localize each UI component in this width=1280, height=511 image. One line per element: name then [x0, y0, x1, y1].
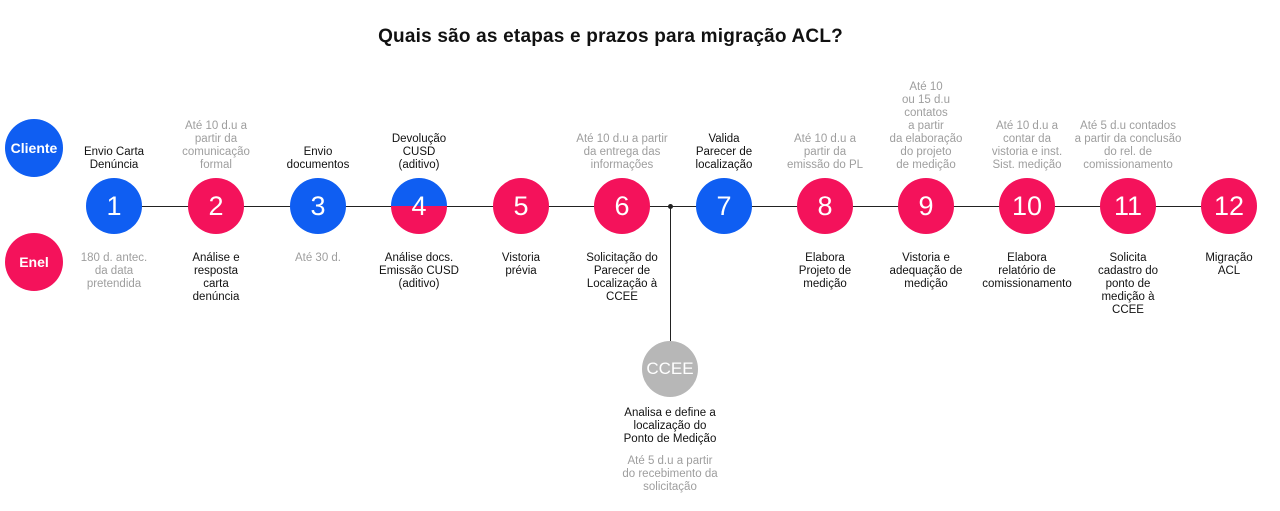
step-9-circle: 9 — [898, 178, 954, 234]
step-10-number: 10 — [1011, 190, 1043, 221]
step-7-circle: 7 — [696, 178, 752, 234]
step-9-bottom-text: Vistoria e adequação de medição — [889, 252, 963, 290]
ccee-label: CCEE — [646, 359, 694, 378]
step-9-top-text: Até 10 ou 15 d.u contatos a partir da el… — [889, 81, 963, 171]
step-1-number: 1 — [106, 190, 122, 221]
step-6-number: 6 — [614, 190, 630, 221]
step-4-top-text: Devolução CUSD (aditivo) — [391, 133, 447, 171]
ccee-deadline-text: Até 5 d.u a partir do recebimento da sol… — [622, 455, 718, 493]
step-12-circle: 12 — [1201, 178, 1257, 234]
step-10-bottom-text: Elabora relatório de comissionamento — [982, 252, 1072, 290]
step-8-top-text: Até 10 d.u a partir da emissão do PL — [786, 133, 864, 171]
step-8-bottom-text: Elabora Projeto de medição — [798, 252, 852, 290]
step-2-number: 2 — [208, 190, 224, 221]
step-6-top-text: Até 10 d.u a partir da entrega das infor… — [576, 133, 668, 171]
step-11-number: 11 — [1113, 190, 1143, 221]
step-8-circle: 8 — [797, 178, 853, 234]
step-12-bottom-text: Migração ACL — [1205, 252, 1253, 277]
step-8-number: 8 — [817, 190, 833, 221]
step-3-top-text: Envio documentos — [286, 146, 350, 171]
role-badge-enel: Enel — [5, 233, 63, 291]
step-9-number: 9 — [918, 190, 934, 221]
step-3-circle: 3 — [290, 178, 346, 234]
step-4-client-half — [391, 178, 447, 206]
step-7-number: 7 — [716, 190, 732, 221]
page-title: Quais são as etapas e prazos para migraç… — [378, 26, 843, 47]
step-1-bottom-text: 180 d. antec. da data pretendida — [80, 252, 148, 290]
step-11-bottom-text: Solicita cadastro do ponto de medição à … — [1097, 252, 1159, 316]
step-10-top-text: Até 10 d.u a contar da vistoria e inst. … — [991, 120, 1063, 171]
ccee-branch-line — [670, 206, 671, 341]
step-5-circle: 5 — [493, 178, 549, 234]
timeline-line — [100, 206, 1225, 207]
step-4-circle: 4 — [391, 178, 447, 234]
ccee-action-text: Analisa e define a localização do Ponto … — [623, 407, 717, 445]
step-12-number: 12 — [1213, 190, 1245, 221]
step-5-number: 5 — [513, 190, 529, 221]
step-4-number: 4 — [411, 190, 427, 221]
step-2-top-text: Até 10 d.u a partir da comunicação forma… — [182, 120, 250, 171]
step-4-enel-half — [391, 206, 447, 234]
role-badge-cliente: Cliente — [5, 119, 63, 177]
step-6-bottom-text: Solicitação do Parecer de Localização à … — [586, 252, 658, 303]
ccee-circle: CCEE — [642, 341, 698, 397]
step-3-bottom-text: Até 30 d. — [294, 252, 342, 264]
ccee-branch-junction — [668, 204, 673, 209]
step-10-circle: 10 — [999, 178, 1055, 234]
step-3-number: 3 — [310, 190, 326, 221]
step-11-circle: 11 — [1100, 178, 1156, 234]
role-label-cliente: Cliente — [10, 140, 58, 156]
step-2-circle: 2 — [188, 178, 244, 234]
step-5-bottom-text: Vistoria prévia — [501, 252, 541, 277]
step-6-circle: 6 — [594, 178, 650, 234]
role-label-enel: Enel — [19, 254, 49, 270]
step-7-top-text: Valida Parecer de localização — [695, 133, 753, 171]
step-4-bottom-text: Análise docs. Emissão CUSD (aditivo) — [379, 252, 459, 290]
step-11-top-text: Até 5 d.u contados a partir da conclusão… — [1074, 120, 1182, 171]
step-2-bottom-text: Análise e resposta carta denúncia — [192, 252, 240, 303]
step-1-top-text: Envio Carta Denúncia — [83, 146, 145, 171]
step-1-circle: 1 — [86, 178, 142, 234]
